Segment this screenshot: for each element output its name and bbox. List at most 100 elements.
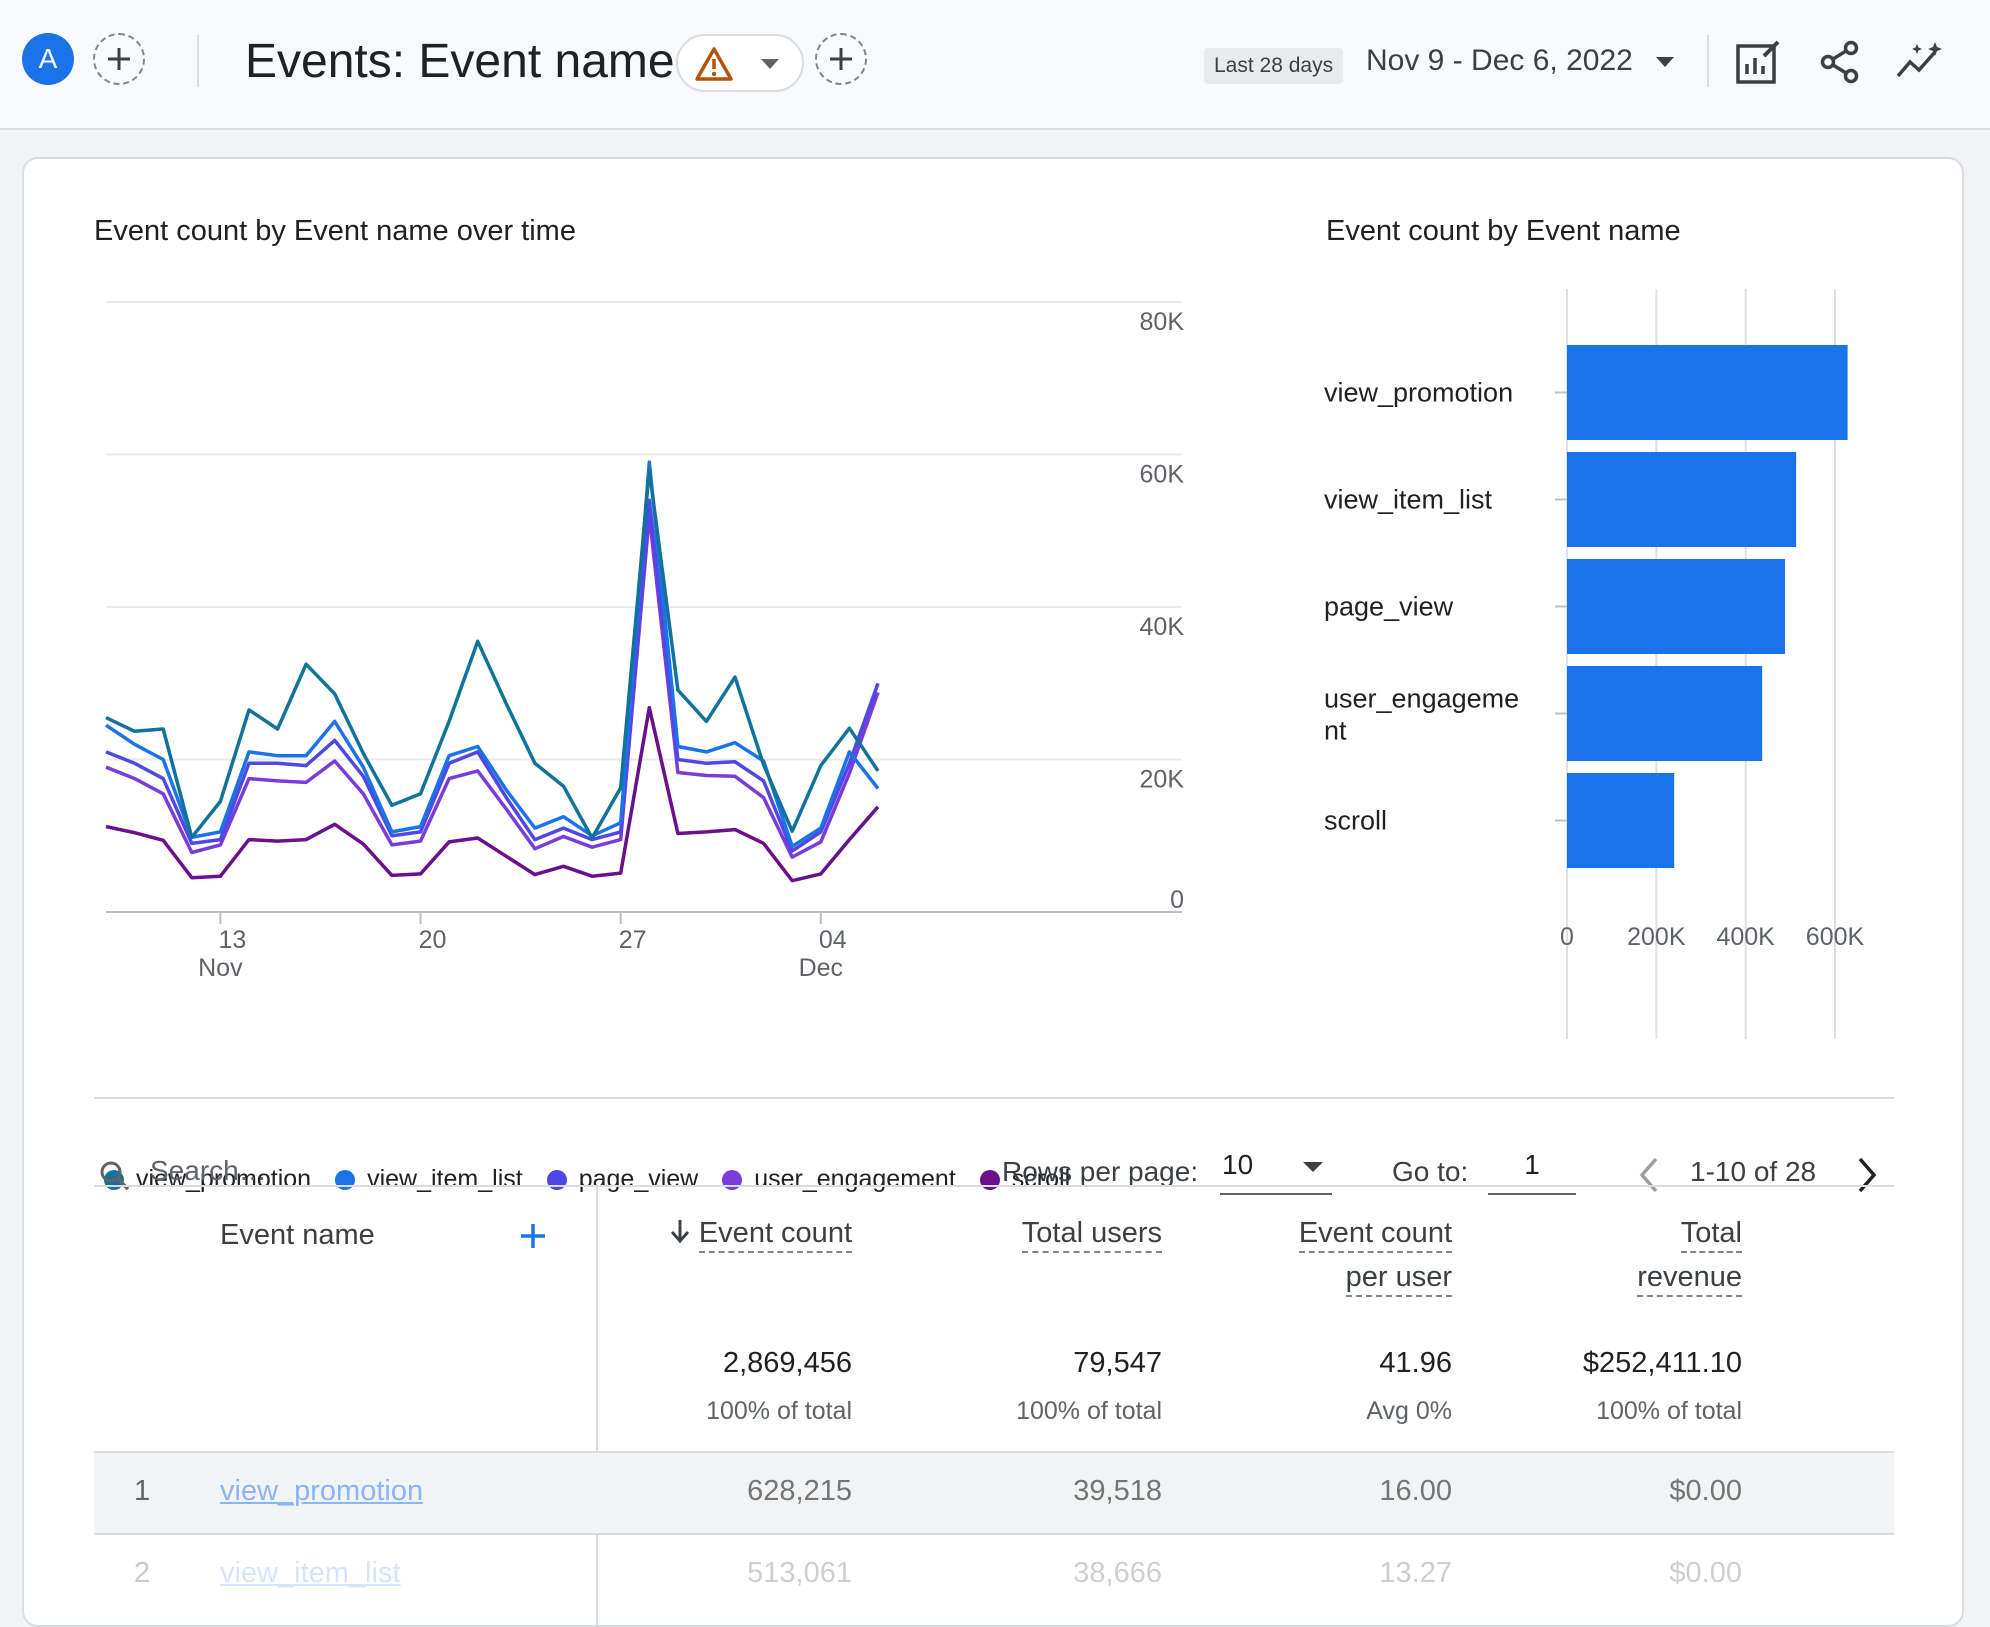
line-chart-legend: view_promotion view_item_list page_view …: [104, 1165, 1070, 1194]
ecpu-cell: 16.00: [1379, 1475, 1452, 1507]
column-header-total-users[interactable]: Total users: [944, 1211, 1162, 1255]
search-input[interactable]: Search…: [150, 1155, 267, 1186]
x-tick-label: 0: [1560, 923, 1574, 951]
page-title: Events: Event name: [245, 35, 675, 88]
legend-item[interactable]: user_engagement: [722, 1165, 956, 1194]
y-tick-label: 80K: [1140, 308, 1185, 336]
legend-item[interactable]: page_view: [546, 1165, 698, 1194]
revenue-cell: $0.00: [1669, 1557, 1742, 1589]
total-users-cell: 38,666: [1073, 1557, 1162, 1589]
column-header-total-revenue[interactable]: Total revenue: [1464, 1211, 1742, 1299]
warning-icon: [695, 47, 733, 81]
category-label: user_engageme nt: [1324, 684, 1519, 746]
bar-2: [1567, 559, 1785, 654]
next-page-button[interactable]: [1854, 1155, 1882, 1195]
column-header-event-name[interactable]: Event name: [220, 1219, 375, 1251]
legend-dot: [722, 1169, 743, 1190]
ecpu-cell: 13.27: [1379, 1557, 1452, 1589]
table-row[interactable]: 2 view_item_list 513,061 38,666 13.27 $0…: [94, 1535, 1894, 1615]
series-line-scroll: [105, 705, 880, 883]
x-tick-label: 27: [619, 926, 647, 954]
x-tick-label: 400K: [1716, 923, 1775, 951]
add-dimension-button[interactable]: [518, 1221, 548, 1251]
total-event-count-sub: 100% of total: [706, 1397, 852, 1425]
event-count-cell: 628,215: [747, 1475, 852, 1507]
x-tick-label: 20: [419, 926, 447, 954]
event-count-cell: 513,061: [747, 1557, 852, 1589]
category-label: view_promotion: [1324, 378, 1513, 408]
divider: [94, 1097, 1894, 1099]
x-tick-label: 200K: [1627, 923, 1686, 951]
warning-dropdown[interactable]: [676, 34, 804, 92]
goto-input[interactable]: 1: [1488, 1147, 1576, 1195]
category-label: page_view: [1324, 592, 1454, 622]
line-chart-title: Event count by Event name over time: [94, 215, 576, 247]
add-filter-button[interactable]: [815, 33, 867, 85]
customize-report-button[interactable]: [1730, 34, 1786, 90]
chevron-down-icon: [761, 59, 779, 69]
y-tick-label: 40K: [1140, 613, 1185, 641]
y-tick-label: 20K: [1140, 766, 1185, 794]
legend-item[interactable]: scroll: [979, 1165, 1070, 1194]
legend-dot: [979, 1169, 1000, 1190]
insights-button[interactable]: [1892, 34, 1948, 90]
chevron-down-icon: [1656, 57, 1675, 68]
search-icon: [100, 1161, 130, 1191]
top-bar: A Events: Event name Last 28 days Nov 9 …: [0, 0, 1990, 130]
divider: [94, 1533, 1894, 1535]
date-preset-chip: Last 28 days: [1204, 48, 1344, 84]
plus-icon: [830, 48, 852, 70]
bar-chart[interactable]: 0 200K 400K 600K view_promotion view_item_lis…: [1284, 159, 1944, 1159]
legend-dot: [335, 1169, 356, 1190]
column-divider: [596, 1187, 598, 1625]
insights-icon: [1896, 42, 1942, 78]
total-revenue: $252,411.10: [1582, 1347, 1742, 1379]
series-line-view_promotion: [105, 468, 880, 840]
sort-descending-icon: [670, 1220, 689, 1244]
divider: [94, 1185, 1894, 1187]
divider: [94, 1451, 1894, 1453]
series-line-user_engagement: [105, 513, 880, 859]
previous-page-button[interactable]: [1634, 1155, 1662, 1195]
x-tick-label: 04: [819, 926, 847, 954]
legend-item[interactable]: view_promotion: [104, 1165, 311, 1194]
x-tick-label: 600K: [1806, 923, 1865, 951]
x-tick-sublabel: Nov: [198, 954, 243, 982]
date-range-picker[interactable]: Nov 9 - Dec 6, 2022: [1366, 44, 1675, 78]
pagination-text: 1-10 of 28: [1690, 1156, 1817, 1187]
report-card: Event count by Event name over time Even…: [22, 157, 1964, 1627]
avatar[interactable]: A: [22, 33, 74, 85]
series-line-view_item_list: [105, 460, 880, 849]
chevron-down-icon: [1303, 1162, 1323, 1172]
total-ecpu: 41.96: [1379, 1347, 1452, 1379]
legend-dot: [546, 1169, 567, 1190]
rows-per-page-select[interactable]: 10: [1220, 1147, 1332, 1195]
separator: [1707, 35, 1709, 87]
share-icon: [1820, 40, 1859, 84]
bar-3: [1567, 666, 1763, 761]
revenue-cell: $0.00: [1669, 1475, 1742, 1507]
column-header-event-count-per-user[interactable]: Event count per user: [1174, 1211, 1452, 1299]
y-tick-label: 0: [1170, 886, 1184, 914]
row-index: 2: [134, 1557, 151, 1589]
event-name-link[interactable]: view_item_list: [220, 1557, 401, 1589]
category-label: view_item_list: [1324, 485, 1493, 515]
legend-item[interactable]: view_item_list: [335, 1165, 523, 1194]
bar-0: [1567, 345, 1848, 440]
table-row[interactable]: 1 view_promotion 628,215 39,518 16.00 $0…: [94, 1453, 1894, 1533]
total-users: 79,547: [1073, 1347, 1162, 1379]
total-revenue-sub: 100% of total: [1596, 1397, 1742, 1425]
series-line-page_view: [105, 498, 880, 853]
add-comparison-button[interactable]: [93, 33, 145, 85]
event-name-link[interactable]: view_promotion: [220, 1475, 424, 1507]
date-range-text: Nov 9 - Dec 6, 2022: [1366, 44, 1633, 77]
column-header-event-count[interactable]: Event count: [634, 1211, 852, 1255]
total-users-cell: 39,518: [1073, 1475, 1162, 1507]
total-ecpu-sub: Avg 0%: [1366, 1397, 1452, 1425]
share-button[interactable]: [1812, 34, 1868, 90]
rows-per-page-label: Rows per page:: [1002, 1156, 1199, 1187]
plus-icon: [108, 48, 130, 70]
row-index: 1: [134, 1475, 151, 1507]
edit-chart-icon: [1736, 40, 1780, 84]
